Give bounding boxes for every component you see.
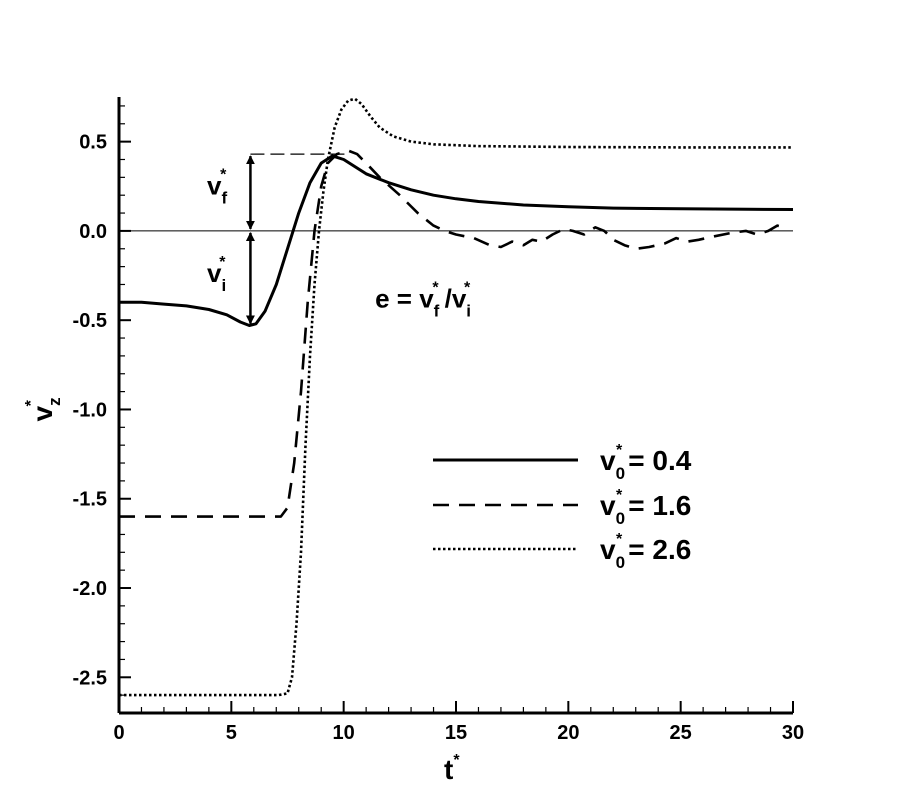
equation-den-sup: *	[464, 280, 471, 297]
x-tick-label: 30	[782, 722, 804, 744]
legend-sub: 0	[616, 464, 625, 483]
x-tick-label: 15	[445, 722, 467, 744]
y-axis-title-sub: z	[45, 397, 64, 406]
legend-base: v	[600, 445, 616, 476]
y-axis-title-base: v	[27, 405, 58, 421]
vf-label-sup: *	[220, 167, 227, 184]
x-tick-label: 5	[226, 722, 237, 744]
annotations: vf*vi*e = vf*/vi*	[207, 153, 471, 325]
legend-value: = 2.6	[628, 534, 691, 565]
y-tick-label: -2.0	[73, 578, 107, 600]
legend-value: = 0.4	[628, 445, 691, 476]
axes: 0 5 10 15 20 25 30-2.5-2.0-1.5-1.0-0.50.00.5t*…	[23, 97, 804, 785]
legend-entry: v0 * = 1.6	[600, 487, 691, 528]
vi-label-sub: i	[221, 276, 226, 295]
series-line-solid	[119, 154, 794, 327]
legend-value: = 1.6	[628, 490, 691, 521]
equation-den-base: v	[452, 284, 467, 314]
y-tick-label: 0.5	[79, 132, 107, 154]
vf-label: vf *	[207, 167, 227, 208]
vf-label-sub: f	[221, 189, 227, 208]
legend-entry: v0 * = 2.6	[600, 531, 691, 572]
equation-label: e = vf*/vi*	[375, 280, 471, 321]
legend: v0* = 0.4v0* = 1.6v0* = 2.6	[433, 442, 692, 572]
x-tick-label: 25	[670, 722, 692, 744]
x-tick-label: 0	[113, 722, 124, 744]
vi-label: vi *	[207, 254, 226, 295]
legend-base: v	[600, 534, 616, 565]
x-axis-title: t*	[444, 752, 460, 785]
x-tick-label: 20	[557, 722, 579, 744]
x-tick-label: 10	[333, 722, 355, 744]
y-axis-title-group: vz *	[23, 397, 64, 421]
vf-label-base: v	[207, 171, 222, 201]
y-axis-title-sup: *	[23, 399, 40, 406]
x-axis-title-base: t	[444, 754, 453, 785]
plot-area	[119, 97, 794, 697]
legend-sub: 0	[616, 553, 625, 572]
legend-sup: *	[616, 442, 623, 459]
equation-num-sup: *	[432, 280, 439, 297]
equation-den-sub: i	[466, 302, 471, 321]
legend-entry: v0 * = 0.4	[600, 442, 692, 483]
y-tick-label: -1.5	[73, 489, 107, 511]
legend-base: v	[600, 490, 616, 521]
equation-e: e =	[375, 284, 419, 314]
vi-label-base: v	[207, 258, 222, 288]
y-tick-label: -0.5	[73, 310, 107, 332]
legend-sup: *	[616, 487, 623, 504]
series-line-dashed	[119, 149, 785, 518]
y-tick-label: 0.0	[79, 221, 107, 243]
legend-sub: 0	[616, 509, 625, 528]
legend-sup: *	[616, 531, 623, 548]
x-axis-title-sup: *	[453, 752, 460, 769]
equation-slash: /	[445, 284, 452, 314]
equation-num-base: v	[419, 284, 434, 314]
vi-label-sup: *	[219, 254, 226, 271]
y-tick-label: -1.0	[73, 399, 107, 421]
y-tick-label: -2.5	[73, 667, 107, 689]
y-axis-title: vz *	[23, 397, 64, 421]
equation-num-sub: f	[434, 302, 440, 321]
series-line-dotted	[119, 97, 793, 697]
